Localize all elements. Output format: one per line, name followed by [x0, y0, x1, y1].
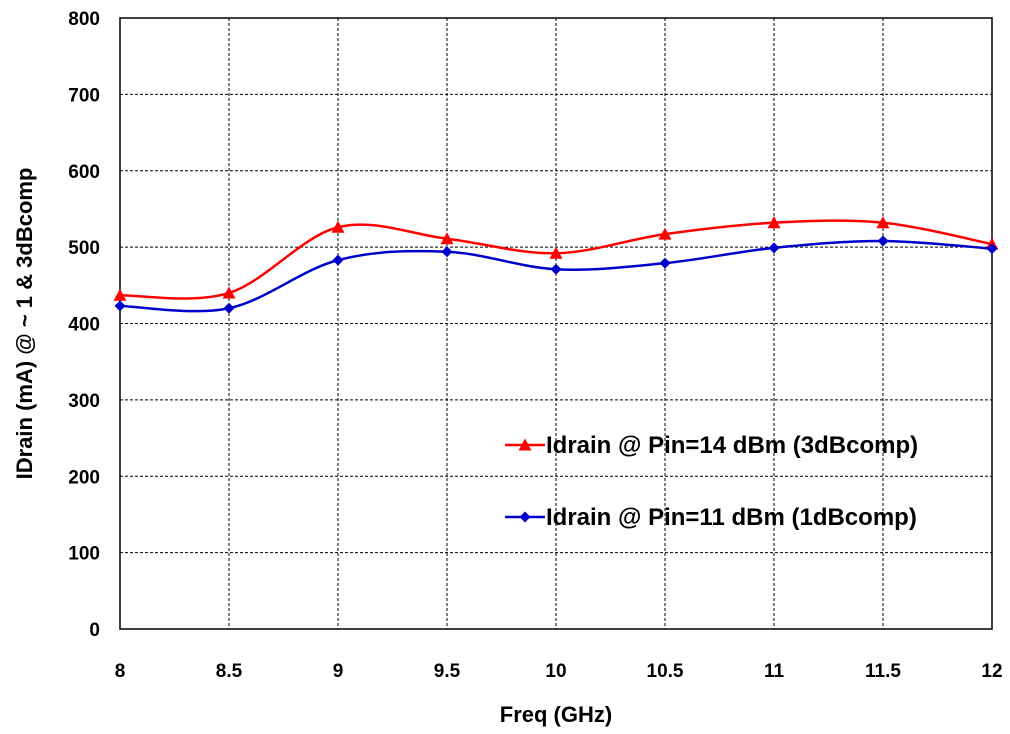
gridlines: [120, 18, 992, 629]
x-tick-label: 10.5: [647, 661, 684, 682]
y-tick-label: 600: [68, 162, 100, 183]
series-2: [114, 235, 998, 314]
legend: Idrain @ Pin=14 dBm (3dBcomp) Idrain @ Pi…: [505, 432, 918, 531]
x-axis-ticks: 8 8.5 9 9.5 10 10.5 11 11.5 12: [115, 661, 1003, 682]
data-point: [550, 263, 562, 275]
x-tick-label: 9: [333, 661, 344, 682]
y-tick-label: 700: [68, 85, 100, 106]
y-tick-label: 200: [68, 467, 100, 488]
data-point: [658, 227, 672, 240]
data-point: [331, 220, 345, 233]
data-point: [441, 246, 453, 258]
data-point: [114, 300, 126, 312]
legend-item-1: Idrain @ Pin=14 dBm (3dBcomp): [505, 432, 918, 459]
data-point: [222, 286, 236, 299]
x-tick-label: 9.5: [434, 661, 461, 682]
legend-label: Idrain @ Pin=11 dBm (1dBcomp): [546, 504, 917, 531]
data-point: [549, 246, 563, 259]
y-tick-label: 0: [89, 620, 100, 641]
series-1: [113, 216, 999, 301]
x-tick-label: 8.5: [216, 661, 243, 682]
x-tick-label: 8: [115, 661, 126, 682]
data-point: [767, 216, 781, 229]
y-axis-title: IDrain (mA) @ ~ 1 & 3dBcomp: [12, 168, 37, 480]
plot-area-frame: [119, 17, 993, 630]
data-series: [113, 216, 999, 314]
y-tick-label: 400: [68, 315, 100, 336]
data-point: [986, 243, 998, 255]
x-tick-label: 12: [981, 661, 1002, 682]
legend-marker: [519, 511, 531, 523]
data-point: [440, 232, 454, 245]
legend-marker: [518, 438, 532, 451]
data-point: [876, 216, 890, 229]
y-tick-label: 800: [68, 9, 100, 30]
y-axis-ticks: 0 100 200 300 400 500 600 700 800: [68, 9, 100, 641]
legend-item-2: Idrain @ Pin=11 dBm (1dBcomp): [505, 504, 917, 531]
y-tick-label: 500: [68, 238, 100, 259]
legend-label: Idrain @ Pin=14 dBm (3dBcomp): [546, 432, 918, 459]
y-tick-label: 300: [68, 391, 100, 412]
data-point: [113, 288, 127, 301]
x-tick-label: 10: [545, 661, 566, 682]
data-point: [768, 242, 780, 254]
data-point: [659, 257, 671, 269]
data-point: [332, 254, 344, 266]
x-tick-label: 11: [764, 661, 785, 682]
data-point: [877, 235, 889, 247]
x-tick-label: 11.5: [865, 661, 901, 682]
x-axis-title: Freq (GHz): [500, 702, 612, 727]
data-point: [223, 302, 235, 314]
y-tick-label: 100: [68, 544, 100, 565]
